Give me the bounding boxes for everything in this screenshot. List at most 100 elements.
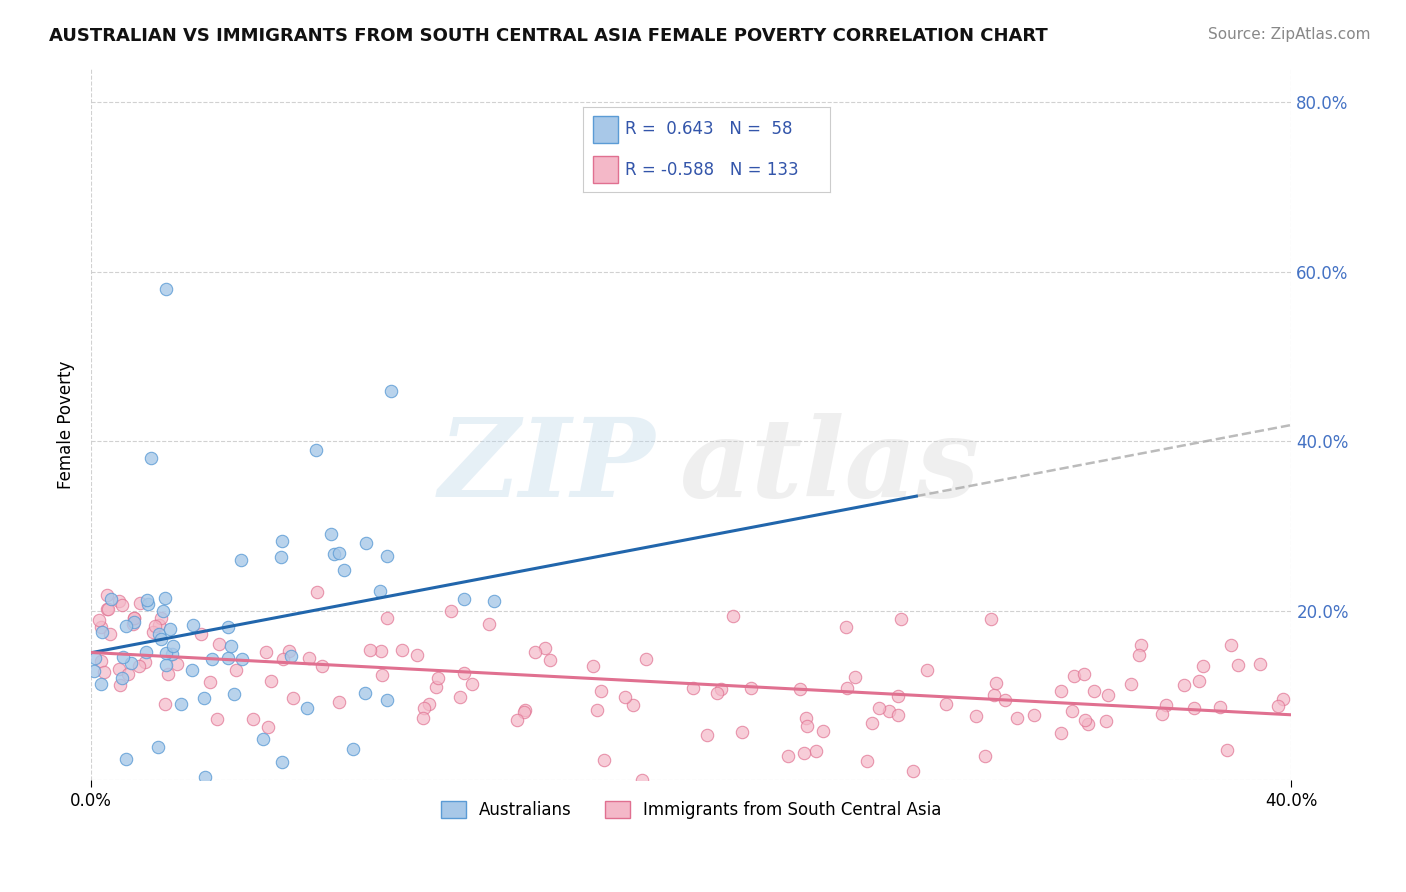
- Point: [112, 650, 135, 665]
- Point: [108, 594, 131, 608]
- Point: [136, 593, 159, 607]
- Point: [254, 645, 277, 659]
- Point: [1083, 683, 1105, 698]
- Point: [141, 451, 163, 466]
- Point: [887, 689, 910, 703]
- Point: [115, 751, 138, 765]
- Point: [1130, 638, 1153, 652]
- Point: [1119, 677, 1142, 691]
- Point: [440, 604, 463, 618]
- Point: [111, 671, 134, 685]
- Point: [342, 742, 364, 756]
- Point: [538, 653, 561, 667]
- Point: [122, 611, 145, 625]
- Point: [515, 703, 537, 717]
- Point: [1049, 683, 1071, 698]
- Point: [1154, 698, 1177, 712]
- Point: [1022, 707, 1045, 722]
- Point: [406, 648, 429, 663]
- Point: [311, 659, 333, 673]
- Point: [136, 597, 159, 611]
- Y-axis label: Female Poverty: Female Poverty: [58, 360, 75, 489]
- Point: [305, 442, 328, 457]
- Point: [170, 697, 193, 711]
- Point: [370, 644, 392, 658]
- Point: [271, 755, 294, 769]
- Point: [166, 657, 188, 672]
- Point: [375, 693, 398, 707]
- Point: [1187, 674, 1209, 689]
- Point: [98, 627, 121, 641]
- Point: [513, 705, 536, 719]
- Point: [614, 690, 637, 704]
- Point: [794, 711, 817, 725]
- Point: [368, 583, 391, 598]
- Point: [222, 687, 245, 701]
- Point: [90, 620, 112, 634]
- Point: [87, 613, 110, 627]
- Point: [634, 652, 657, 666]
- Point: [256, 721, 278, 735]
- Point: [96, 602, 118, 616]
- Point: [91, 624, 114, 639]
- Point: [1267, 698, 1289, 713]
- Point: [1209, 699, 1232, 714]
- Point: [354, 686, 377, 700]
- Point: [887, 708, 910, 723]
- Point: [890, 612, 912, 626]
- Point: [128, 596, 150, 610]
- Point: [582, 659, 605, 673]
- Point: [1060, 704, 1083, 718]
- Point: [194, 770, 217, 784]
- Point: [180, 663, 202, 677]
- Point: [114, 619, 136, 633]
- Point: [1271, 692, 1294, 706]
- Point: [322, 547, 344, 561]
- Point: [986, 675, 1008, 690]
- Text: R = -0.588   N = 133: R = -0.588 N = 133: [626, 161, 799, 178]
- Point: [120, 657, 142, 671]
- Point: [796, 719, 818, 733]
- Point: [96, 588, 118, 602]
- Point: [273, 652, 295, 666]
- Point: [412, 711, 434, 725]
- Point: [190, 627, 212, 641]
- Point: [142, 624, 165, 639]
- Point: [160, 647, 183, 661]
- Point: [328, 695, 350, 709]
- Point: [811, 724, 834, 739]
- Point: [155, 658, 177, 673]
- Point: [879, 704, 901, 718]
- Point: [231, 553, 253, 567]
- Text: AUSTRALIAN VS IMMIGRANTS FROM SOUTH CENTRAL ASIA FEMALE POVERTY CORRELATION CHAR: AUSTRALIAN VS IMMIGRANTS FROM SOUTH CENT…: [49, 27, 1047, 45]
- Point: [208, 637, 231, 651]
- Point: [585, 703, 607, 717]
- Point: [150, 632, 173, 646]
- Point: [589, 684, 612, 698]
- Point: [143, 619, 166, 633]
- Point: [217, 650, 239, 665]
- Point: [1063, 669, 1085, 683]
- Point: [630, 773, 652, 788]
- Point: [152, 604, 174, 618]
- Point: [277, 644, 299, 658]
- Point: [682, 681, 704, 695]
- Point: [789, 681, 811, 696]
- Point: [793, 746, 815, 760]
- Point: [148, 618, 170, 632]
- Point: [370, 668, 392, 682]
- Text: ZIP: ZIP: [439, 413, 655, 521]
- Point: [505, 713, 527, 727]
- Point: [333, 563, 356, 577]
- Point: [835, 681, 858, 696]
- Point: [150, 611, 173, 625]
- Point: [723, 609, 745, 624]
- Point: [380, 384, 402, 398]
- Point: [844, 670, 866, 684]
- Point: [460, 677, 482, 691]
- Point: [375, 610, 398, 624]
- Point: [153, 591, 176, 605]
- Point: [155, 647, 177, 661]
- Point: [134, 655, 156, 669]
- Point: [200, 675, 222, 690]
